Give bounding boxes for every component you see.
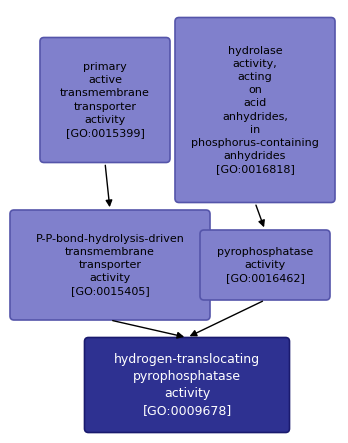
Text: hydrolase
activity,
acting
on
acid
anhydrides,
in
phosphorus-containing
anhydrid: hydrolase activity, acting on acid anhyd… — [191, 46, 319, 175]
Text: primary
active
transmembrane
transporter
activity
[GO:0015399]: primary active transmembrane transporter… — [60, 62, 150, 138]
FancyBboxPatch shape — [40, 38, 170, 163]
FancyBboxPatch shape — [85, 338, 290, 432]
FancyBboxPatch shape — [175, 18, 335, 202]
Text: hydrogen-translocating
pyrophosphatase
activity
[GO:0009678]: hydrogen-translocating pyrophosphatase a… — [114, 353, 260, 417]
FancyBboxPatch shape — [200, 230, 330, 300]
Text: P-P-bond-hydrolysis-driven
transmembrane
transporter
activity
[GO:0015405]: P-P-bond-hydrolysis-driven transmembrane… — [35, 233, 184, 296]
FancyBboxPatch shape — [10, 210, 210, 320]
Text: pyrophosphatase
activity
[GO:0016462]: pyrophosphatase activity [GO:0016462] — [217, 247, 313, 283]
